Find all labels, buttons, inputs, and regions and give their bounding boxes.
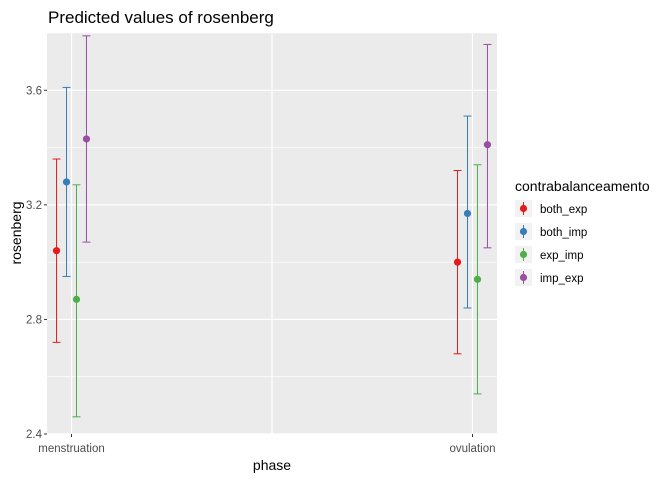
y-axis-title: rosenberg — [8, 201, 24, 264]
legend-label-both_exp: both_exp — [540, 204, 587, 216]
legend-key-exp_imp — [515, 246, 532, 263]
legend-label-both_imp: both_imp — [540, 227, 587, 239]
legend-key-point — [519, 227, 528, 236]
x-axis: menstruation ovulation — [38, 434, 496, 455]
legend-key-both_imp — [515, 223, 532, 240]
data-marks — [52, 35, 492, 418]
legend-key-point — [519, 250, 528, 259]
grid-lines — [47, 32, 497, 435]
legend-key-point — [519, 273, 528, 282]
x-axis-title: phase — [253, 457, 291, 473]
point-imp_exp — [483, 141, 492, 149]
y-axis: 2.4 2.8 3.2 3.6 — [26, 85, 47, 441]
point-imp_exp — [82, 135, 91, 143]
point-both_exp — [453, 258, 462, 266]
y-tick-label: 2.4 — [26, 429, 43, 441]
y-tick-label: 3.2 — [26, 200, 42, 212]
point-both_imp — [463, 209, 472, 218]
chart-title: Predicted values of rosenberg — [48, 8, 274, 27]
y-tick-label: 3.6 — [26, 85, 42, 97]
point-exp_imp — [72, 295, 81, 303]
x-tick-label: menstruation — [38, 443, 104, 455]
y-tick-label: 2.8 — [26, 314, 42, 326]
legend-key-both_exp — [515, 200, 532, 217]
point-exp_imp — [473, 275, 482, 283]
point-both_exp — [52, 247, 61, 255]
legend-key-imp_exp — [515, 269, 532, 286]
x-tick-label: ovulation — [449, 443, 495, 455]
legend: contrabalanceamento both_exp both_imp exp_… — [515, 178, 650, 286]
point-both_imp — [62, 178, 71, 186]
legend-key-point — [519, 204, 528, 213]
legend-label-imp_exp: imp_exp — [540, 273, 583, 285]
legend-title: contrabalanceamento — [515, 178, 650, 194]
legend-label-exp_imp: exp_imp — [540, 250, 583, 262]
